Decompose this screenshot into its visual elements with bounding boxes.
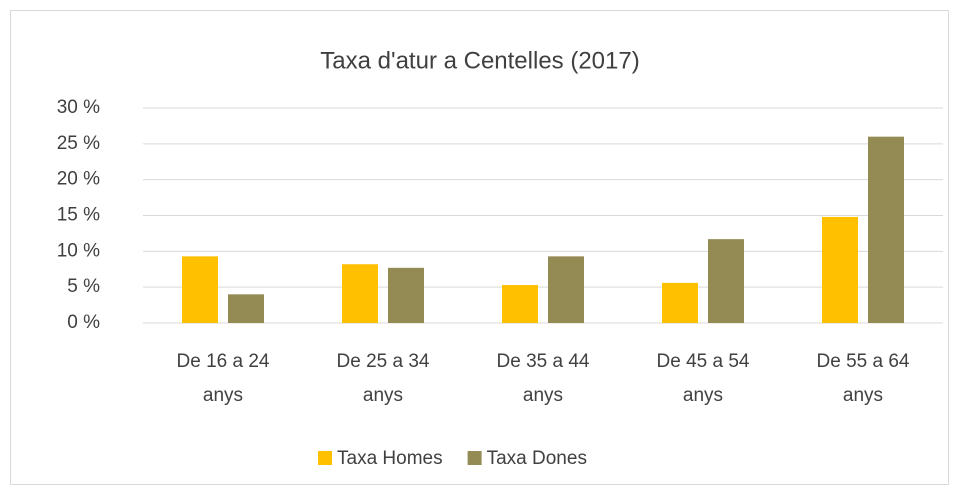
bar [342,264,378,323]
y-tick-label: 5 % [67,276,100,297]
x-tick-label: De 55 a 64 anys [816,351,910,406]
legend-swatch [467,451,482,465]
chart-title: Taxa d'atur a Centelles (2017) [320,47,639,74]
bar [228,294,264,323]
bar [182,256,218,323]
x-tick-label: De 25 a 34 anys [336,351,430,406]
legend-label: Taxa Dones [487,448,587,469]
y-tick-label: 0 % [67,312,100,333]
bar [822,216,858,323]
bar [388,267,424,323]
y-tick-label: 20 % [57,169,100,190]
bar [502,285,538,323]
chart-border [10,10,949,485]
y-tick-label: 25 % [57,133,100,154]
bar [868,136,904,323]
x-tick-label: De 16 a 24 anys [176,351,270,406]
x-tick-label: De 45 a 54 anys [656,351,750,406]
y-tick-label: 10 % [57,240,100,261]
bar [662,282,698,323]
legend-swatch [318,451,332,465]
bar [708,239,744,323]
y-tick-label: 15 % [57,205,100,226]
y-tick-label: 30 % [57,97,100,118]
bar [548,256,584,323]
x-tick-label: De 35 a 44 anys [496,351,590,406]
legend-label: Taxa Homes [337,448,443,469]
